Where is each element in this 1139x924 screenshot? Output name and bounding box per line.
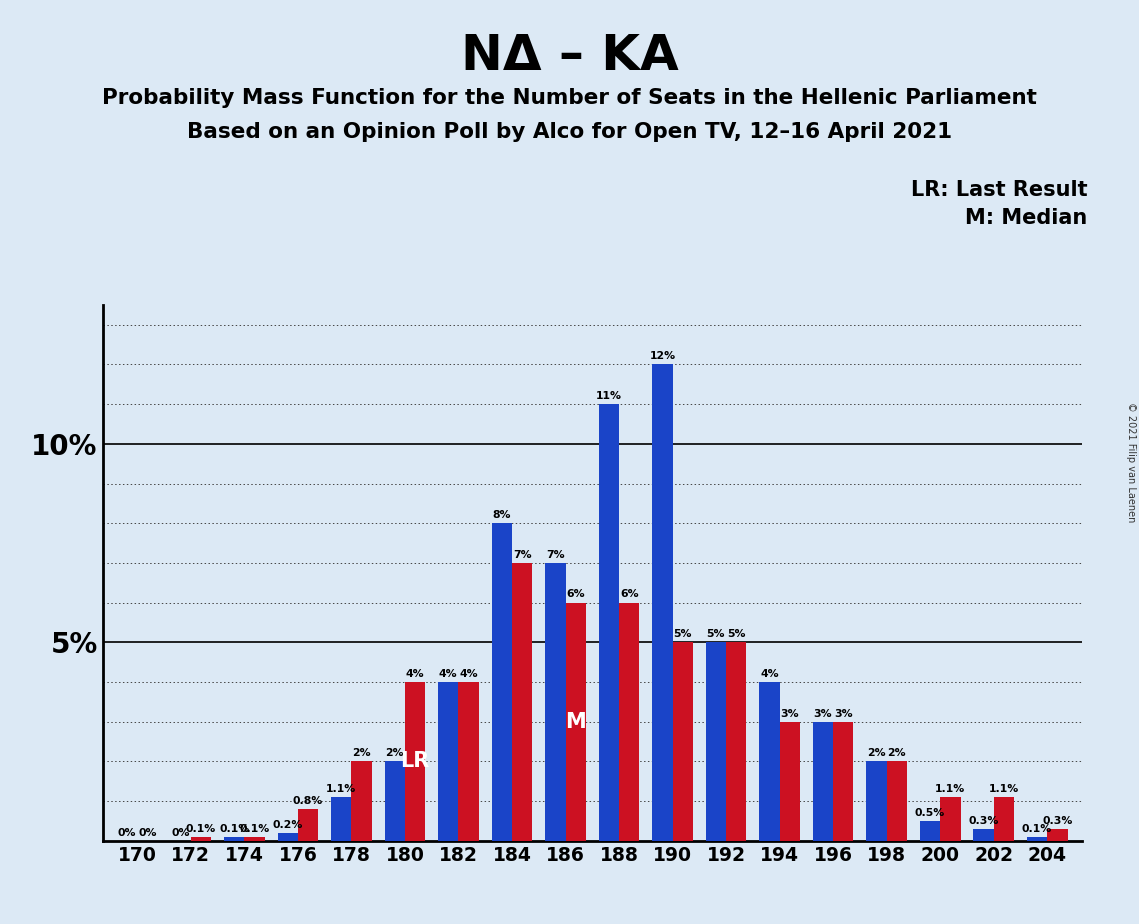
Text: NΔ – KA: NΔ – KA [460, 32, 679, 80]
Text: 5%: 5% [727, 629, 746, 639]
Text: 2%: 2% [352, 748, 371, 759]
Bar [546, 563, 566, 841]
Text: 11%: 11% [596, 391, 622, 401]
Text: 6%: 6% [566, 590, 585, 600]
Bar [779, 722, 800, 841]
Bar [1047, 829, 1067, 841]
Text: 6%: 6% [620, 590, 639, 600]
Bar [492, 523, 513, 841]
Bar [459, 682, 478, 841]
Bar [653, 364, 672, 841]
Text: 0.3%: 0.3% [968, 816, 999, 826]
Bar [405, 682, 425, 841]
Text: 4%: 4% [405, 669, 425, 679]
Bar [331, 797, 352, 841]
Text: 3%: 3% [813, 709, 833, 719]
Text: 4%: 4% [439, 669, 458, 679]
Text: Probability Mass Function for the Number of Seats in the Hellenic Parliament: Probability Mass Function for the Number… [103, 88, 1036, 108]
Text: LR: Last Result: LR: Last Result [911, 180, 1088, 201]
Text: 0.1%: 0.1% [186, 823, 216, 833]
Text: 2%: 2% [887, 748, 907, 759]
Text: 0%: 0% [117, 828, 137, 838]
Text: 5%: 5% [706, 629, 726, 639]
Text: 8%: 8% [492, 510, 511, 520]
Text: LR: LR [401, 751, 429, 772]
Text: 0.3%: 0.3% [1042, 816, 1073, 826]
Bar [813, 722, 833, 841]
Bar [974, 829, 993, 841]
Bar [1027, 837, 1047, 841]
Bar [352, 761, 371, 841]
Text: 4%: 4% [459, 669, 478, 679]
Text: 7%: 7% [546, 550, 565, 560]
Bar [726, 642, 746, 841]
Bar [940, 797, 960, 841]
Bar [867, 761, 886, 841]
Text: 4%: 4% [760, 669, 779, 679]
Bar [760, 682, 779, 841]
Bar [599, 404, 618, 841]
Text: © 2021 Filip van Laenen: © 2021 Filip van Laenen [1126, 402, 1136, 522]
Text: 0.2%: 0.2% [272, 820, 303, 830]
Text: 0%: 0% [138, 828, 157, 838]
Text: Based on an Opinion Poll by Alco for Open TV, 12–16 April 2021: Based on an Opinion Poll by Alco for Ope… [187, 122, 952, 142]
Bar [278, 833, 298, 841]
Text: 0%: 0% [171, 828, 190, 838]
Text: 0.5%: 0.5% [915, 808, 945, 818]
Bar [706, 642, 726, 841]
Bar [920, 821, 940, 841]
Text: 3%: 3% [780, 709, 800, 719]
Text: 3%: 3% [834, 709, 853, 719]
Bar [513, 563, 532, 841]
Text: 12%: 12% [649, 351, 675, 361]
Bar [886, 761, 907, 841]
Bar [833, 722, 853, 841]
Bar [385, 761, 405, 841]
Text: 0.8%: 0.8% [293, 796, 323, 806]
Bar [191, 837, 211, 841]
Text: 2%: 2% [385, 748, 404, 759]
Text: 1.1%: 1.1% [326, 784, 357, 794]
Bar [566, 602, 585, 841]
Text: 5%: 5% [673, 629, 693, 639]
Text: 1.1%: 1.1% [935, 784, 966, 794]
Text: M: M [565, 711, 587, 732]
Bar [993, 797, 1014, 841]
Bar [245, 837, 264, 841]
Text: 0.1%: 0.1% [239, 823, 270, 833]
Text: 0.1%: 0.1% [1022, 823, 1052, 833]
Bar [439, 682, 459, 841]
Bar [298, 809, 318, 841]
Bar [618, 602, 639, 841]
Bar [224, 837, 245, 841]
Text: 1.1%: 1.1% [989, 784, 1019, 794]
Text: M: Median: M: Median [966, 208, 1088, 228]
Text: 2%: 2% [867, 748, 886, 759]
Bar [672, 642, 693, 841]
Text: 0.1%: 0.1% [219, 823, 249, 833]
Text: 7%: 7% [513, 550, 532, 560]
